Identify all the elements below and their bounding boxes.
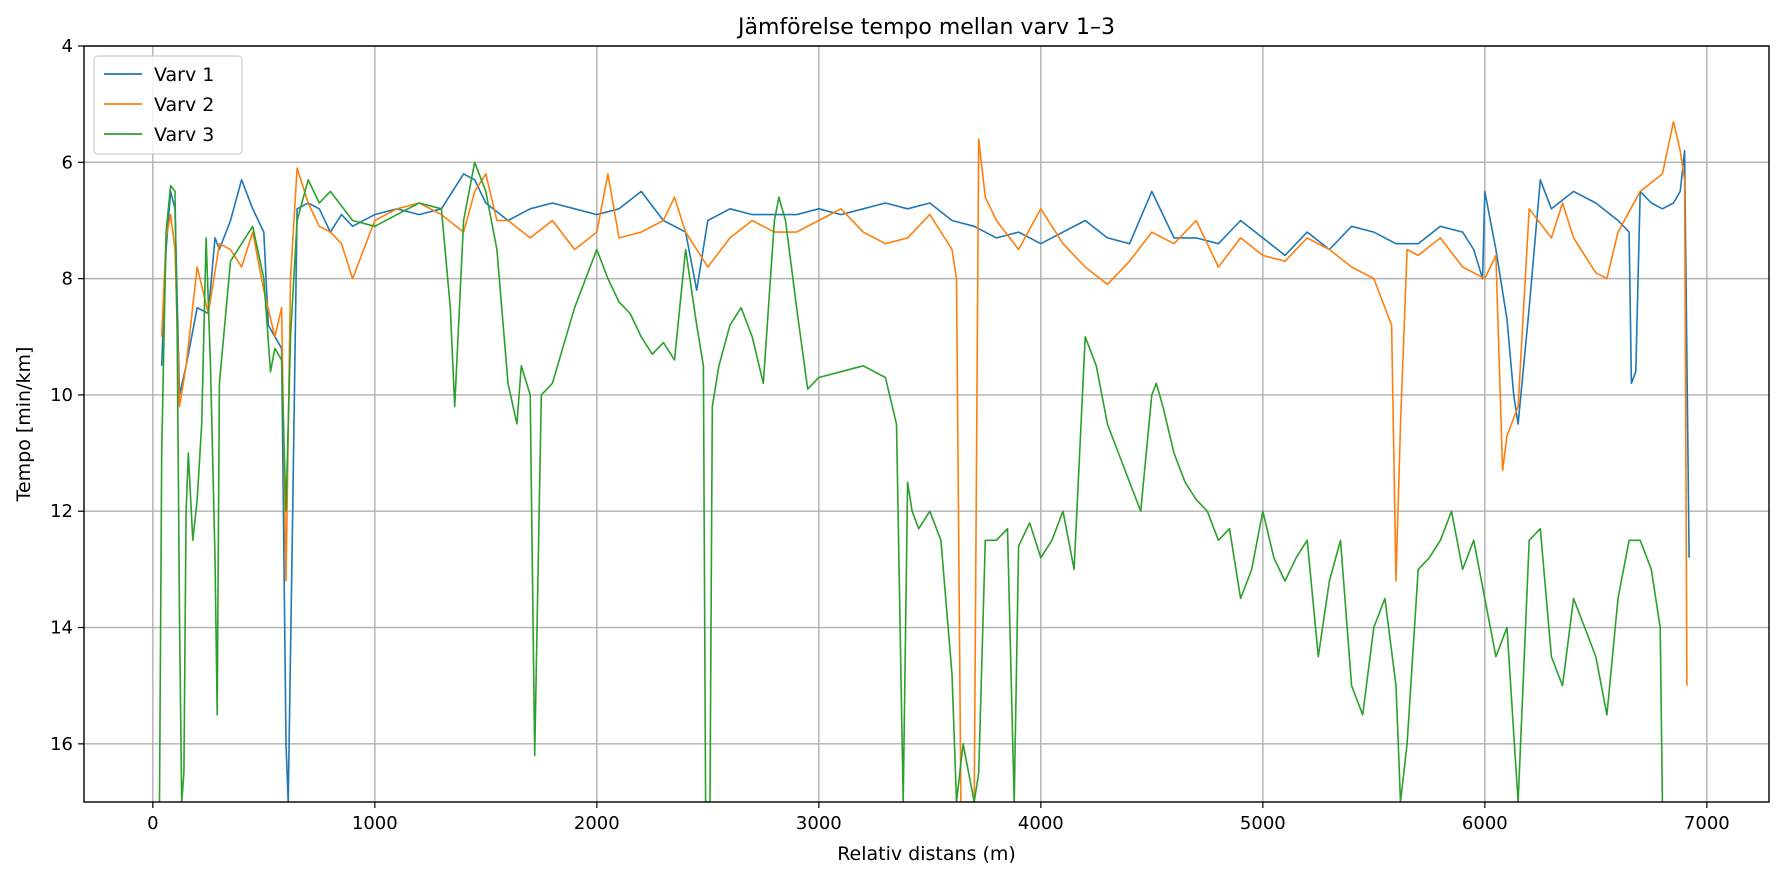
y-tick-label: 4 <box>62 36 73 57</box>
x-tick-label: 0 <box>147 813 158 834</box>
grid-lines <box>84 45 1769 802</box>
series-line-1 <box>160 149 1690 802</box>
x-tick-label: 1000 <box>352 813 398 834</box>
plot-frame <box>83 45 1770 803</box>
series-lines <box>158 120 1690 802</box>
legend-label: Varv 2 <box>154 94 214 116</box>
chart-title: Jämförelse tempo mellan varv 1–3 <box>736 15 1115 40</box>
axis-ticks: 0 1000 2000 3000 4000 5000 6000 7000 4 6 8 10 12 14 16 <box>50 36 1730 834</box>
y-tick-label: 10 <box>50 385 73 406</box>
series-line-2 <box>160 120 1688 802</box>
x-tick-label: 6000 <box>1462 813 1508 834</box>
y-tick-label: 12 <box>50 501 73 522</box>
x-tick-label: 5000 <box>1240 813 1286 834</box>
y-tick-label: 14 <box>50 618 73 639</box>
x-tick-label: 4000 <box>1018 813 1064 834</box>
y-tick-label: 16 <box>50 734 73 755</box>
legend-label: Varv 3 <box>154 124 214 146</box>
series-line-3 <box>158 161 1664 802</box>
y-axis-label: Tempo [min/km] <box>13 347 35 503</box>
x-tick-label: 2000 <box>574 813 620 834</box>
y-tick-label: 8 <box>62 269 73 290</box>
x-tick-label: 7000 <box>1684 813 1730 834</box>
x-tick-label: 3000 <box>796 813 842 834</box>
legend-box <box>93 55 243 155</box>
x-axis-label: Relativ distans (m) <box>837 843 1016 865</box>
legend: Varv 1 Varv 2 Varv 3 <box>93 55 243 155</box>
y-tick-label: 6 <box>62 152 73 173</box>
legend-label: Varv 1 <box>154 64 214 86</box>
